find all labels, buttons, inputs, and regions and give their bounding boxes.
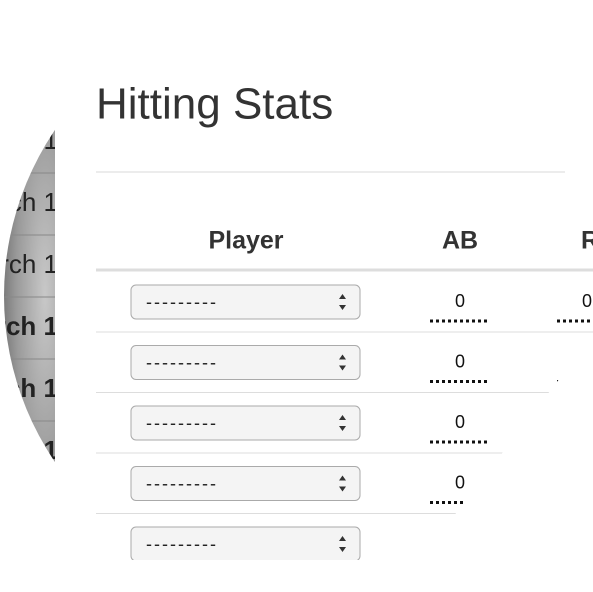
- select-value: ---------: [146, 413, 218, 433]
- player-select[interactable]: [130, 345, 361, 380]
- select-arrows: [339, 415, 346, 431]
- lens-mask: [130, 335, 593, 592]
- side-item: arch 1: [0, 311, 58, 341]
- ab-input[interactable]: 0: [455, 291, 465, 311]
- select-value: ---------: [146, 352, 218, 372]
- column-header: Player: [208, 227, 283, 255]
- side-bg: [4, 110, 60, 480]
- player-select[interactable]: [130, 466, 361, 501]
- select-arrows: [339, 354, 346, 371]
- select-value: ---------: [146, 473, 218, 493]
- select-arrows: [339, 536, 346, 552]
- r-input[interactable]: 0: [582, 291, 592, 311]
- ab-input[interactable]: 0: [455, 472, 465, 492]
- column-header: AB: [442, 227, 478, 255]
- player-select[interactable]: [130, 284, 361, 320]
- side-item: rch 1: [0, 373, 58, 403]
- side-item: rch 1: [0, 249, 58, 279]
- ab-input[interactable]: 0: [455, 351, 465, 371]
- player-select[interactable]: [130, 405, 361, 441]
- select-arrows: [339, 294, 346, 310]
- select-value: ---------: [146, 292, 218, 312]
- select-value: ---------: [146, 534, 218, 554]
- lens-mask: [0, 470, 130, 592]
- ab-input[interactable]: 0: [455, 412, 465, 432]
- side-item: ch 1: [9, 187, 58, 217]
- column-header: R: [581, 227, 593, 255]
- select-arrows: [339, 475, 346, 492]
- title: Hitting Stats: [96, 80, 333, 129]
